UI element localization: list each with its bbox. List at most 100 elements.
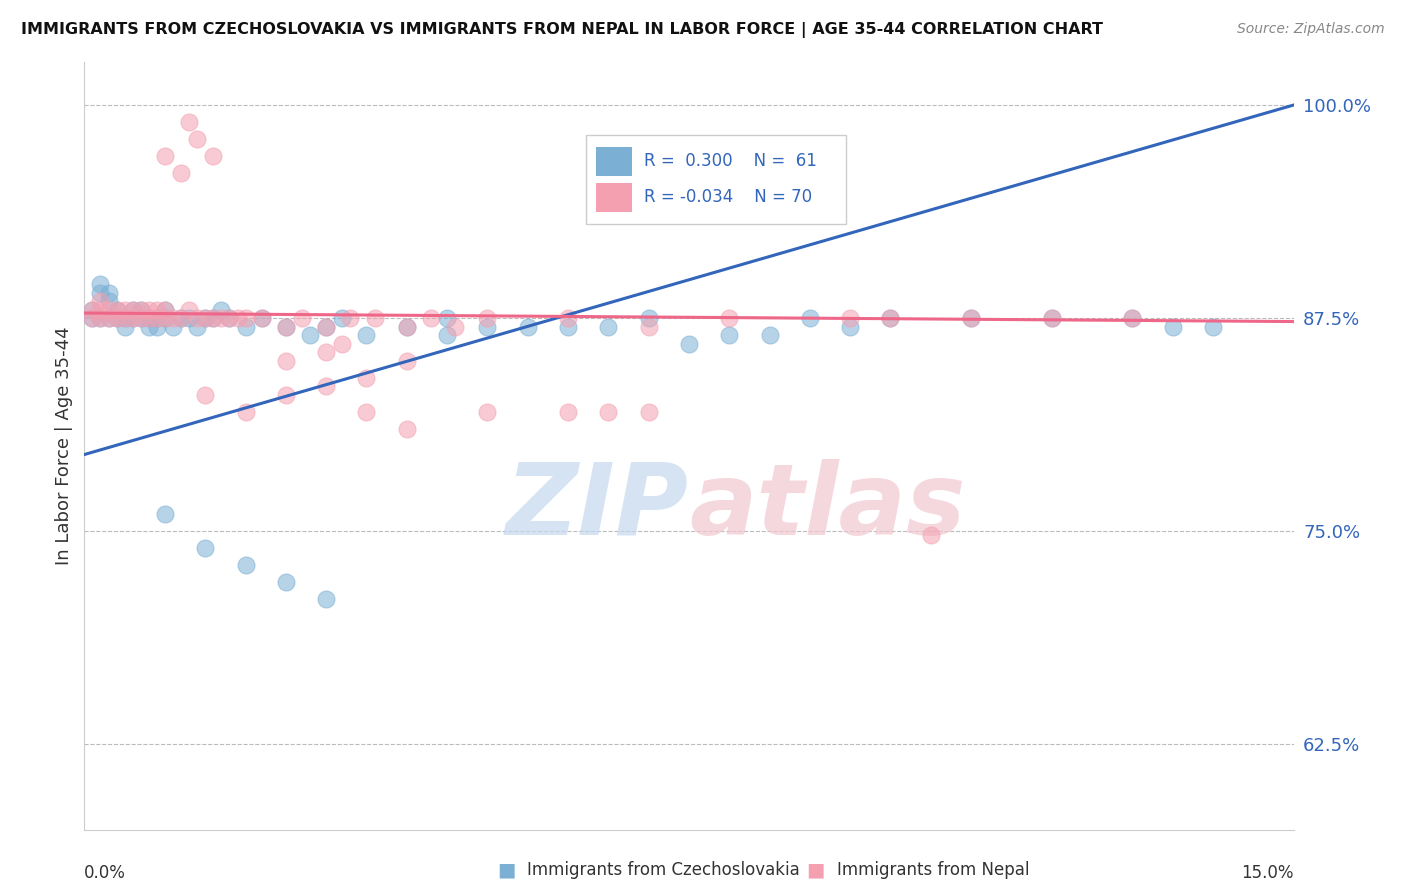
Point — [557, 319, 579, 334]
Point — [202, 149, 225, 163]
Text: R = -0.034    N = 70: R = -0.034 N = 70 — [644, 187, 813, 206]
Point — [274, 575, 297, 590]
Point — [420, 311, 443, 326]
Text: IMMIGRANTS FROM CZECHOSLOVAKIA VS IMMIGRANTS FROM NEPAL IN LABOR FORCE | AGE 35-: IMMIGRANTS FROM CZECHOSLOVAKIA VS IMMIGR… — [21, 22, 1104, 38]
Point — [444, 319, 467, 334]
Point — [97, 285, 120, 300]
Point — [395, 319, 418, 334]
Point — [598, 405, 620, 419]
Point — [138, 311, 160, 326]
Point — [202, 311, 225, 326]
Point — [235, 558, 257, 573]
Point — [179, 115, 201, 129]
Point — [170, 311, 193, 326]
Point — [291, 311, 314, 326]
Point — [162, 311, 184, 326]
Point — [557, 311, 579, 326]
Point — [179, 302, 201, 317]
Point — [146, 302, 169, 317]
Text: 0.0%: 0.0% — [84, 864, 127, 882]
Point — [235, 405, 257, 419]
Point — [1121, 311, 1143, 326]
Point — [1040, 311, 1063, 326]
Point — [209, 302, 232, 317]
Point — [218, 311, 240, 326]
Point — [226, 311, 249, 326]
Point — [129, 302, 152, 317]
Text: Immigrants from Czechoslovakia: Immigrants from Czechoslovakia — [527, 861, 800, 879]
Point — [598, 319, 620, 334]
Point — [89, 311, 111, 326]
Point — [799, 311, 821, 326]
FancyBboxPatch shape — [596, 147, 633, 176]
FancyBboxPatch shape — [586, 136, 846, 224]
Point — [250, 311, 273, 326]
Point — [477, 311, 499, 326]
Point — [920, 527, 942, 541]
Point — [97, 302, 120, 317]
Point — [153, 149, 176, 163]
Point — [839, 311, 862, 326]
Point — [194, 541, 217, 556]
Point — [114, 302, 136, 317]
Point — [395, 422, 418, 436]
Point — [315, 345, 337, 359]
Point — [516, 319, 538, 334]
Point — [758, 328, 780, 343]
Point — [557, 405, 579, 419]
Point — [250, 311, 273, 326]
Point — [395, 319, 418, 334]
Point — [356, 405, 378, 419]
Point — [356, 328, 378, 343]
Point — [129, 311, 152, 326]
Text: atlas: atlas — [689, 458, 966, 556]
Point — [114, 311, 136, 326]
Point — [1161, 319, 1184, 334]
Point — [363, 311, 385, 326]
Point — [105, 302, 128, 317]
Point — [718, 328, 741, 343]
Point — [153, 302, 176, 317]
Point — [339, 311, 361, 326]
Point — [97, 294, 120, 309]
Point — [121, 302, 143, 317]
Point — [299, 328, 322, 343]
Point — [89, 294, 111, 309]
Point — [678, 336, 700, 351]
Point — [235, 319, 257, 334]
Point — [879, 311, 901, 326]
Point — [82, 311, 104, 326]
Point — [315, 319, 337, 334]
Point — [274, 319, 297, 334]
Point — [477, 319, 499, 334]
Point — [194, 311, 217, 326]
Point — [436, 311, 458, 326]
Text: 15.0%: 15.0% — [1241, 864, 1294, 882]
Point — [194, 388, 217, 402]
Point — [138, 319, 160, 334]
Point — [637, 311, 659, 326]
Point — [1040, 311, 1063, 326]
Point — [186, 132, 208, 146]
Point — [97, 311, 120, 326]
Point — [146, 311, 169, 326]
Point — [477, 405, 499, 419]
Point — [153, 507, 176, 521]
Point — [162, 319, 184, 334]
Point — [186, 311, 208, 326]
Text: ■: ■ — [806, 860, 825, 880]
FancyBboxPatch shape — [596, 183, 633, 212]
Point — [330, 336, 353, 351]
Point — [637, 405, 659, 419]
Point — [436, 328, 458, 343]
Point — [315, 379, 337, 393]
Point — [89, 311, 111, 326]
Point — [121, 311, 143, 326]
Point — [129, 302, 152, 317]
Point — [146, 319, 169, 334]
Point — [146, 311, 169, 326]
Text: R =  0.300    N =  61: R = 0.300 N = 61 — [644, 152, 817, 169]
Point — [194, 311, 217, 326]
Point — [138, 311, 160, 326]
Point — [82, 302, 104, 317]
